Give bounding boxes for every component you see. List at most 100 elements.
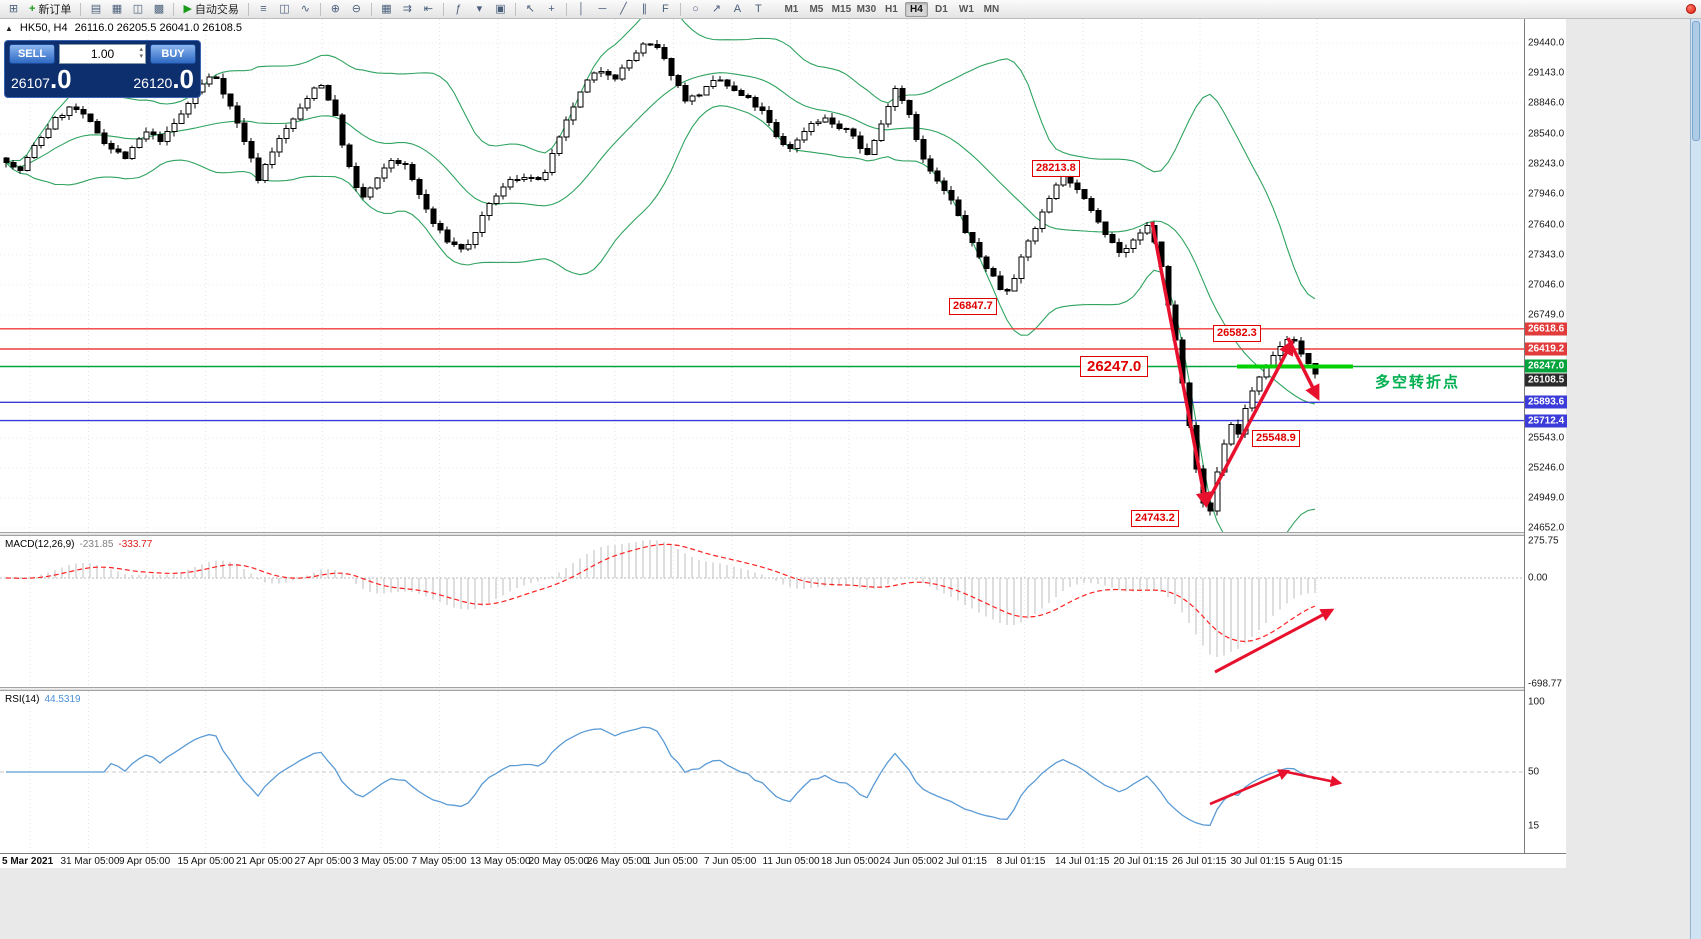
vertical-scrollbar[interactable]: [1690, 19, 1701, 939]
time-axis-label: 31 Mar 05:00: [60, 856, 120, 867]
spinner-up-icon[interactable]: ▴: [139, 46, 143, 53]
text-label-button-icon: T: [755, 2, 762, 15]
text-button-icon: A: [733, 2, 742, 15]
periods-button[interactable]: ▾: [470, 1, 489, 17]
price-annotation-box[interactable]: 26847.7: [949, 298, 997, 315]
macd-splitter[interactable]: [0, 532, 1566, 536]
price-annotation-box[interactable]: 26247.0: [1080, 356, 1149, 377]
turning-point-note[interactable]: 多空转折点: [1375, 374, 1461, 391]
time-axis-label: 13 May 05:00: [470, 856, 531, 867]
vertical-line-button[interactable]: │: [572, 1, 591, 17]
volume-spinner[interactable]: ▴ ▾: [139, 46, 143, 60]
toolbar-separator: [173, 2, 175, 16]
line-chart-button[interactable]: ∿: [296, 1, 315, 17]
templates-button[interactable]: ▣: [491, 1, 510, 17]
tile-windows-button[interactable]: ▦: [377, 1, 396, 17]
zoom-out-button[interactable]: ⊖: [347, 1, 366, 17]
time-axis-label: 5 Mar 2021: [2, 856, 54, 867]
shapes-button[interactable]: ○: [686, 1, 705, 17]
time-axis-label: 20 May 05:00: [528, 856, 590, 867]
axis-price-label: 27640.0: [1528, 219, 1565, 231]
crosshair-button[interactable]: +: [542, 1, 561, 17]
toolbar-separator: [514, 2, 516, 16]
price-axis[interactable]: 29440.0 29143.0 28846.0 28540.0 28243.0 27946…: [1524, 19, 1567, 853]
cursor-button[interactable]: ↖: [521, 1, 540, 17]
time-axis-label: 26 May 05:00: [587, 856, 648, 867]
price-level-badge: 26419.2: [1525, 342, 1567, 356]
price-annotation-box[interactable]: 28213.8: [1032, 160, 1080, 177]
text-label-button[interactable]: T: [749, 1, 768, 17]
price-level-badge: 26247.0: [1525, 359, 1567, 373]
rsi-name: RSI(14): [5, 694, 40, 705]
macd-label: MACD(12,26,9) -231.85 -333.77: [5, 539, 152, 550]
timeframe-d1[interactable]: D1: [935, 3, 948, 15]
market-watch-button[interactable]: ▤: [86, 1, 105, 17]
toolbar-separator: [370, 2, 372, 16]
crosshair-button-icon: +: [548, 2, 555, 15]
axis-price-label: 29440.0: [1528, 37, 1565, 49]
auto-scroll-button[interactable]: ⇉: [398, 1, 417, 17]
timeframe-mn[interactable]: MN: [983, 3, 1000, 15]
candlestick-chart-button[interactable]: ◫: [275, 1, 294, 17]
macd-canvas[interactable]: [0, 536, 1524, 687]
ask-price-big: .0: [172, 64, 194, 94]
shapes-button-icon: ○: [692, 2, 699, 15]
channel-button[interactable]: ∥: [635, 1, 654, 17]
axis-price-label: 28846.0: [1528, 97, 1565, 109]
spinner-down-icon[interactable]: ▾: [139, 53, 143, 60]
horizontal-line-button-icon: ─: [598, 2, 607, 15]
new-order-button[interactable]: + 新订单: [25, 1, 75, 17]
terminal-button[interactable]: ▩: [149, 1, 168, 17]
time-axis-label: 5 Aug 01:15: [1289, 856, 1343, 867]
axis-price-label: 0.00: [1528, 572, 1548, 584]
macd-name: MACD(12,26,9): [5, 539, 75, 550]
toolbar-separator: [80, 2, 82, 16]
rsi-canvas[interactable]: [0, 691, 1524, 853]
main-chart-canvas[interactable]: [0, 19, 1524, 532]
time-axis-label: 7 May 05:00: [411, 856, 467, 867]
indicators-button[interactable]: ƒ: [449, 1, 468, 17]
timeframe-h4[interactable]: H4: [904, 1, 928, 17]
timeframe-m15[interactable]: M15: [831, 3, 852, 15]
navigator-button[interactable]: ◫: [128, 1, 147, 17]
timeframe-w1[interactable]: W1: [958, 3, 974, 15]
toolbar-button-groups: ⊞ + 新订单 ▤ ▦ ◫ ▩ ▶ 自动交易 ≡ ◫ ∿ ⊕ ⊖ ▦ ⇉ ⇤ ƒ ▾ ▣ ↖ + │ ─ ╱ ∥ F ○ ↗ A T: [3, 0, 769, 18]
trendline-button[interactable]: ╱: [614, 1, 633, 17]
arrow-object-button[interactable]: ↗: [707, 1, 726, 17]
price-annotation-box[interactable]: 24743.2: [1131, 510, 1179, 527]
bid-price: 26107.0: [11, 65, 72, 93]
chart-shift-button[interactable]: ⇤: [419, 1, 438, 17]
text-button[interactable]: A: [728, 1, 747, 17]
price-level-badge: 26618.6: [1525, 322, 1567, 336]
connection-status-dot: [1686, 4, 1696, 14]
new-chart-button[interactable]: ⊞: [4, 1, 23, 17]
volume-input[interactable]: 1.00 ▴ ▾: [59, 44, 146, 64]
zoom-in-button[interactable]: ⊕: [326, 1, 345, 17]
autotrade-button[interactable]: ▶ 自动交易: [179, 1, 242, 17]
toolbar-separator: [247, 2, 249, 16]
axis-price-label: 100: [1528, 696, 1545, 708]
time-axis[interactable]: 5 Mar 2021 31 Mar 05:00 9 Apr 05:00 15 Apr …: [0, 853, 1566, 868]
axis-price-label: -698.77: [1528, 678, 1562, 690]
price-annotation-box[interactable]: 25548.9: [1252, 430, 1300, 447]
sell-button[interactable]: SELL: [9, 44, 55, 64]
rsi-splitter[interactable]: [0, 687, 1566, 691]
data-window-button[interactable]: ▦: [107, 1, 126, 17]
timeframe-h1[interactable]: H1: [885, 3, 898, 15]
fibonacci-button[interactable]: F: [656, 1, 675, 17]
timeframe-m5[interactable]: M5: [809, 3, 824, 15]
time-axis-label: 2 Jul 01:15: [938, 856, 987, 867]
timeframe-m30[interactable]: M30: [856, 3, 877, 15]
bar-chart-button[interactable]: ≡: [254, 1, 273, 17]
timeframe-m1[interactable]: M1: [784, 3, 799, 15]
line-chart-button-icon: ∿: [300, 2, 311, 15]
autotrade-button-icon: ▶: [183, 2, 192, 15]
arrow-object-button-icon: ↗: [711, 2, 722, 15]
price-annotation-box[interactable]: 26582.3: [1213, 325, 1261, 342]
scrollbar-thumb[interactable]: [1692, 21, 1700, 141]
horizontal-line-button[interactable]: ─: [593, 1, 612, 17]
navigator-button-icon: ◫: [132, 2, 144, 15]
one-click-toggle-icon[interactable]: ▲: [5, 23, 13, 33]
buy-button[interactable]: BUY: [150, 44, 196, 64]
data-window-button-icon: ▦: [111, 2, 123, 15]
